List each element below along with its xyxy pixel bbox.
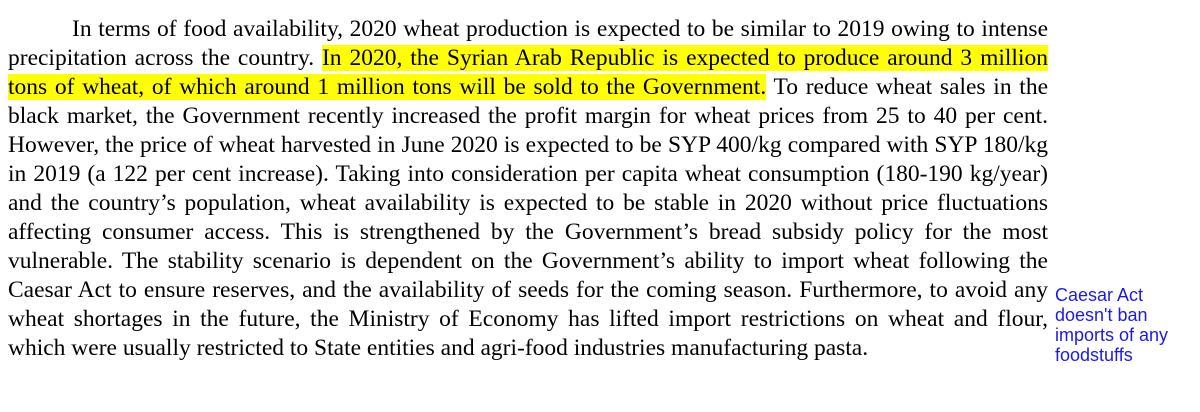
paragraph-text-after-highlight: To reduce wheat sales in the black marke…: [8, 74, 1049, 361]
body-paragraph: In terms of food availability, 2020 whea…: [8, 15, 1048, 363]
paragraph-text-before-highlight: In terms of food availability, 2020 whea…: [8, 16, 1048, 71]
margin-annotation: Caesar Act doesn't ban imports of any fo…: [1055, 285, 1169, 365]
